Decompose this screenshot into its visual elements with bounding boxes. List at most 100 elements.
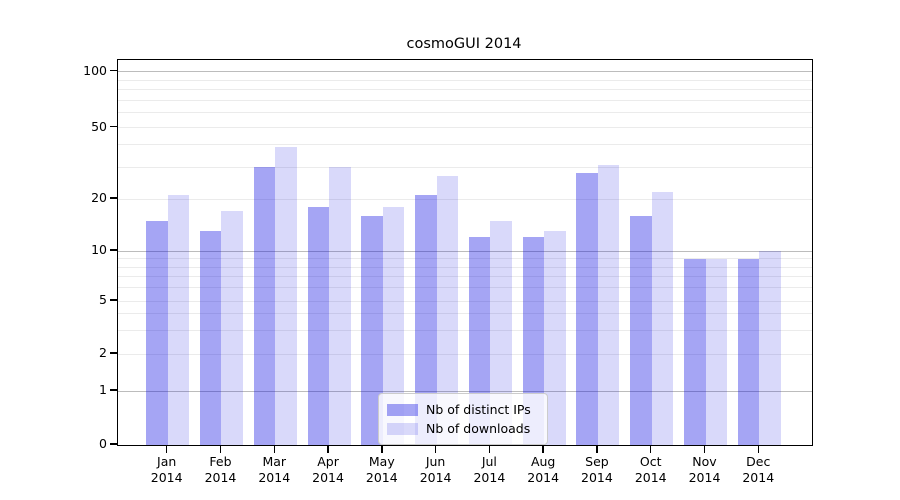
x-tick-label-month: Apr [317, 454, 339, 469]
legend-item-distinct-ips: Nb of distinct IPs [379, 402, 547, 417]
x-tick-label-month: Nov [692, 454, 717, 469]
y-tick [110, 389, 117, 391]
y-tick [110, 299, 117, 301]
bar-nb-of-downloads-dec [759, 251, 781, 445]
x-tick-label-year: 2014 [581, 470, 613, 485]
bar-nb-of-downloads-may [382, 206, 405, 445]
x-tick-label-month: Jul [481, 454, 497, 469]
bar-nb-of-distinct-ips-feb [199, 231, 222, 445]
bar-nb-of-downloads-aug [544, 231, 566, 445]
bar-nb-of-downloads-jul [490, 220, 512, 445]
y-tick [110, 443, 117, 445]
minor-gridline [118, 89, 812, 91]
x-tick-label-year: 2014 [527, 470, 560, 485]
minor-gridline [118, 198, 812, 200]
x-tick-label-month: Jan [157, 454, 177, 469]
x-tick-label-year: 2014 [365, 470, 398, 485]
legend-label-downloads: Nb of downloads [426, 421, 531, 436]
x-tick-label-month: May [368, 454, 395, 469]
bar-nb-of-distinct-ips-dec [737, 258, 760, 445]
major-gridline [118, 390, 812, 392]
minor-gridline [118, 300, 812, 302]
legend-swatch-downloads [387, 422, 418, 435]
x-tick-label-year: 2014 [150, 470, 183, 485]
x-tick-label-month: Mar [262, 454, 287, 469]
y-tick-label: 50 [91, 118, 107, 134]
bar-nb-of-downloads-oct [651, 191, 674, 445]
minor-gridline [118, 276, 812, 278]
x-tick-label-month: Feb [209, 454, 232, 469]
x-tick-label: Dec 2014 [723, 454, 793, 486]
y-tick-label: 0 [99, 436, 107, 451]
x-tick [327, 445, 329, 453]
x-tick [219, 445, 222, 453]
x-tick-label: Feb 2014 [185, 454, 255, 486]
bar-nb-of-downloads-apr [329, 167, 351, 445]
bar-nb-of-downloads-mar [275, 146, 297, 445]
x-tick-label-year: 2014 [473, 470, 506, 485]
bar-nb-of-downloads-nov [705, 258, 727, 445]
x-tick-label-month: Aug [530, 454, 556, 469]
chart-title: cosmoGUI 2014 [406, 36, 522, 52]
x-tick-label-year: 2014 [634, 470, 667, 485]
x-tick-label-year: 2014 [688, 470, 721, 485]
x-tick-label: Nov 2014 [670, 454, 740, 486]
x-tick-label-year: 2014 [419, 470, 452, 485]
x-tick-label: Aug 2014 [508, 454, 578, 486]
y-tick [110, 197, 117, 199]
minor-gridline [118, 287, 812, 289]
x-tick [488, 445, 491, 453]
y-tick-label: 1 [99, 382, 107, 397]
y-tick [110, 69, 117, 72]
major-gridline [118, 71, 812, 72]
x-tick-label: Jun 2014 [401, 454, 471, 486]
minor-gridline [118, 144, 812, 146]
x-tick [542, 445, 544, 453]
bar-nb-of-downloads-sep [597, 164, 620, 445]
bar-nb-of-distinct-ips-jun [415, 195, 437, 445]
bar-nb-of-distinct-ips-mar [253, 167, 276, 445]
minor-gridline [118, 258, 812, 260]
legend-label-distinct-ips: Nb of distinct IPs [426, 402, 531, 417]
minor-gridline [118, 79, 812, 81]
x-tick [165, 445, 168, 453]
y-tick-label: 10 [91, 242, 107, 257]
x-tick-label-year: 2014 [312, 470, 344, 485]
bar-nb-of-distinct-ips-jan [146, 220, 168, 445]
x-tick-label-month: Jun [425, 454, 446, 469]
minor-gridline [118, 266, 812, 268]
bar-nb-of-distinct-ips-may [361, 215, 383, 445]
legend: Nb of distinct IPs Nb of downloads [378, 393, 548, 445]
y-tick-label: 100 [83, 62, 107, 78]
x-tick-label-year: 2014 [258, 470, 291, 485]
x-tick [596, 445, 598, 453]
bar-nb-of-distinct-ips-nov [684, 258, 706, 445]
bar-nb-of-distinct-ips-sep [576, 172, 598, 445]
legend-swatch-distinct-ips [387, 403, 418, 416]
x-tick-label: Oct 2014 [616, 454, 686, 486]
y-tick-label: 2 [99, 345, 107, 360]
minor-gridline [118, 166, 812, 168]
y-tick [110, 125, 117, 128]
bar-nb-of-downloads-feb [221, 211, 243, 445]
x-tick-label: Mar 2014 [239, 454, 309, 486]
minor-gridline [118, 313, 812, 315]
x-tick [381, 445, 383, 453]
x-tick-label-year: 2014 [742, 470, 775, 485]
x-tick [649, 445, 652, 453]
minor-gridline [118, 112, 812, 114]
x-tick [703, 445, 706, 453]
minor-gridline [118, 127, 812, 128]
bar-nb-of-downloads-jan [167, 195, 190, 445]
y-tick [110, 249, 117, 251]
x-tick-label-year: 2014 [204, 470, 237, 485]
x-tick-label: Jan 2014 [132, 454, 202, 486]
minor-gridline [118, 353, 812, 355]
y-tick-label: 20 [91, 190, 107, 205]
minor-gridline [118, 330, 812, 332]
plot-area: Nb of distinct IPs Nb of downloads [117, 59, 813, 446]
x-tick-label: Jul 2014 [454, 454, 524, 486]
x-tick-label: Sep 2014 [562, 454, 632, 486]
y-tick-label: 5 [99, 292, 107, 307]
